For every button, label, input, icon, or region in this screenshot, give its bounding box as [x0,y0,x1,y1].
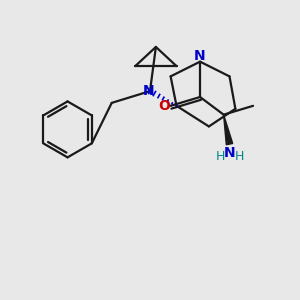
Text: H: H [235,150,244,163]
Text: N: N [143,84,154,98]
Text: N: N [224,146,235,160]
Text: H: H [215,150,225,163]
Polygon shape [224,115,233,145]
Text: N: N [194,50,206,63]
Text: O: O [158,99,170,113]
